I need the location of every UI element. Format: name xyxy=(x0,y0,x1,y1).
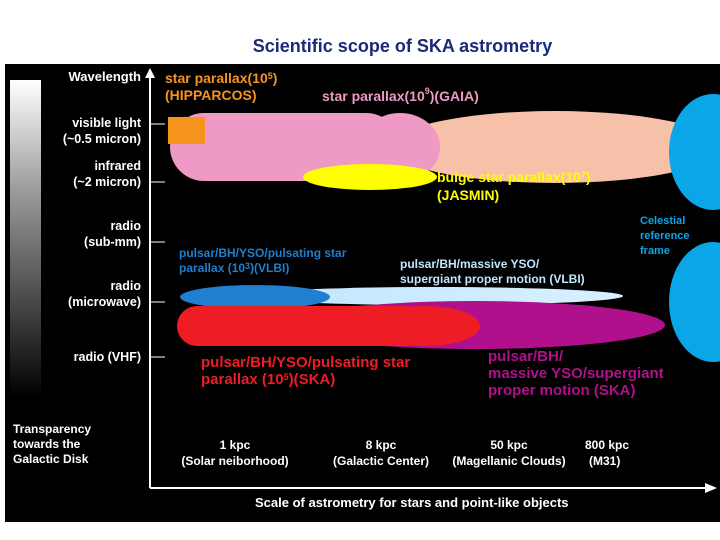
transparency-line: towards the xyxy=(13,437,81,451)
jasmin-line2: (JASMIN) xyxy=(437,187,500,203)
x-tick-50kpc: 50 kpc (Magellanic Clouds) xyxy=(439,437,579,469)
y-axis-title: Wavelength xyxy=(68,69,141,84)
hipparcos-line1: star parallax(105) xyxy=(165,70,278,86)
vlbi-parallax-line1: pulsar/BH/YSO/pulsating star xyxy=(179,246,347,260)
ska-pm-line2: massive YSO/supergiant xyxy=(488,365,664,382)
gaia-parallax-label: star parallax(109)(GAIA) xyxy=(322,86,479,104)
crf-line3: frame xyxy=(640,245,670,257)
vlbi-pm-line1: pulsar/BH/massive YSO/ xyxy=(400,257,540,271)
y-level-label: infrared xyxy=(94,159,141,173)
gaia-parallax-cap xyxy=(360,113,440,181)
x-tick-1kpc: 1 kpc (Solar neiborhood) xyxy=(175,437,295,469)
x-tick-desc: (M31) xyxy=(589,454,621,468)
y-level-label: radio xyxy=(110,279,141,293)
diagram-title: Scientific scope of SKA astrometry xyxy=(252,36,553,56)
jasmin-ellipse xyxy=(303,164,437,190)
gaia-pm-line1: star proper motion xyxy=(525,119,650,135)
y-level-infrared: infrared (~2 micron) xyxy=(13,158,141,190)
crf-label: Celestial reference frame xyxy=(640,214,690,259)
x-axis-arrow xyxy=(705,483,717,493)
ska-parallax-cap xyxy=(370,306,480,346)
x-tick-value: 8 kpc xyxy=(365,438,397,452)
vlbi-pm-label: pulsar/BH/massive YSO/ supergiant proper… xyxy=(400,257,585,287)
diagram-shapes xyxy=(10,68,720,493)
transparency-gradient-bar xyxy=(10,80,41,398)
x-tick-desc: (Magellanic Clouds) xyxy=(452,454,566,468)
ska-pm-line1: pulsar/BH/ xyxy=(488,348,564,365)
vlbi-parallax-line2: parallax (103)(VLBI) xyxy=(179,261,290,275)
x-axis-title: Scale of astrometry for stars and point-… xyxy=(255,495,569,510)
transparency-line: Transparency xyxy=(13,422,92,436)
jasmin-label: bulge star parallax(107) (JASMIN) xyxy=(437,168,591,204)
ska-pm-label: pulsar/BH/ massive YSO/supergiant proper… xyxy=(488,348,664,399)
x-tick-value: 800 kpc xyxy=(585,438,630,452)
x-tick-800kpc: 800 kpc (M31) xyxy=(585,437,655,469)
ska-parallax-label: pulsar/BH/YSO/pulsating star parallax (1… xyxy=(201,354,410,388)
x-tick-8kpc: 8 kpc (Galactic Center) xyxy=(321,437,441,469)
y-level-label: radio xyxy=(110,219,141,233)
vlbi-parallax-ellipse xyxy=(180,285,330,309)
gaia-pm-line2: (GAIA) xyxy=(525,137,570,153)
crf-upper-blob xyxy=(669,94,720,210)
ska-parallax-region xyxy=(177,306,427,346)
vlbi-parallax-label: pulsar/BH/YSO/pulsating star parallax (1… xyxy=(179,246,346,276)
x-tick-value: 50 kpc xyxy=(490,438,528,452)
diagram-panel: Wavelength visible light (~0.5 micron) i… xyxy=(5,64,720,522)
y-level-visible: visible light (~0.5 micron) xyxy=(13,115,141,147)
hipparcos-label: star parallax(105) (HIPPARCOS) xyxy=(165,70,277,104)
vlbi-proper-motion-ellipse xyxy=(247,287,623,305)
x-tick-desc: (Galactic Center) xyxy=(332,454,430,468)
crf-line1: Celestial xyxy=(640,215,686,227)
gaia-proper-motion-ellipse xyxy=(390,111,720,183)
gaia-pm-label: star proper motion (GAIA) xyxy=(525,118,649,154)
transparency-line: Galactic Disk xyxy=(13,452,89,466)
y-level-submm: radio (sub-mm) xyxy=(13,218,141,250)
ska-pm-line3: proper motion (SKA) xyxy=(488,382,636,399)
x-tick-desc: (Solar neiborhood) xyxy=(181,454,289,468)
y-level-vhf: radio (VHF) xyxy=(13,349,141,365)
y-axis-arrow xyxy=(145,68,155,78)
y-level-label: (~0.5 micron) xyxy=(62,132,141,146)
y-level-label: (~2 micron) xyxy=(73,175,141,189)
y-level-label: (microwave) xyxy=(68,295,141,309)
crf-lower-blob xyxy=(669,242,720,362)
x-tick-value: 1 kpc xyxy=(219,438,251,452)
gaia-parallax-region xyxy=(170,113,400,181)
y-level-label: visible light xyxy=(72,116,141,130)
vlbi-pm-line2: supergiant proper motion (VLBI) xyxy=(400,272,585,286)
y-level-label: radio (VHF) xyxy=(73,350,141,364)
y-level-microwave: radio (microwave) xyxy=(13,278,141,310)
jasmin-line1: bulge star parallax(107) xyxy=(437,169,591,185)
crf-line2: reference xyxy=(640,230,690,242)
y-level-label: (sub-mm) xyxy=(84,235,141,249)
hipparcos-box xyxy=(168,117,205,144)
hipparcos-line2: (HIPPARCOS) xyxy=(165,87,257,103)
ska-parallax-line1: pulsar/BH/YSO/pulsating star xyxy=(201,354,411,371)
ska-parallax-line2: parallax (105)(SKA) xyxy=(201,371,336,388)
transparency-label: Transparency towards the Galactic Disk xyxy=(13,422,91,467)
